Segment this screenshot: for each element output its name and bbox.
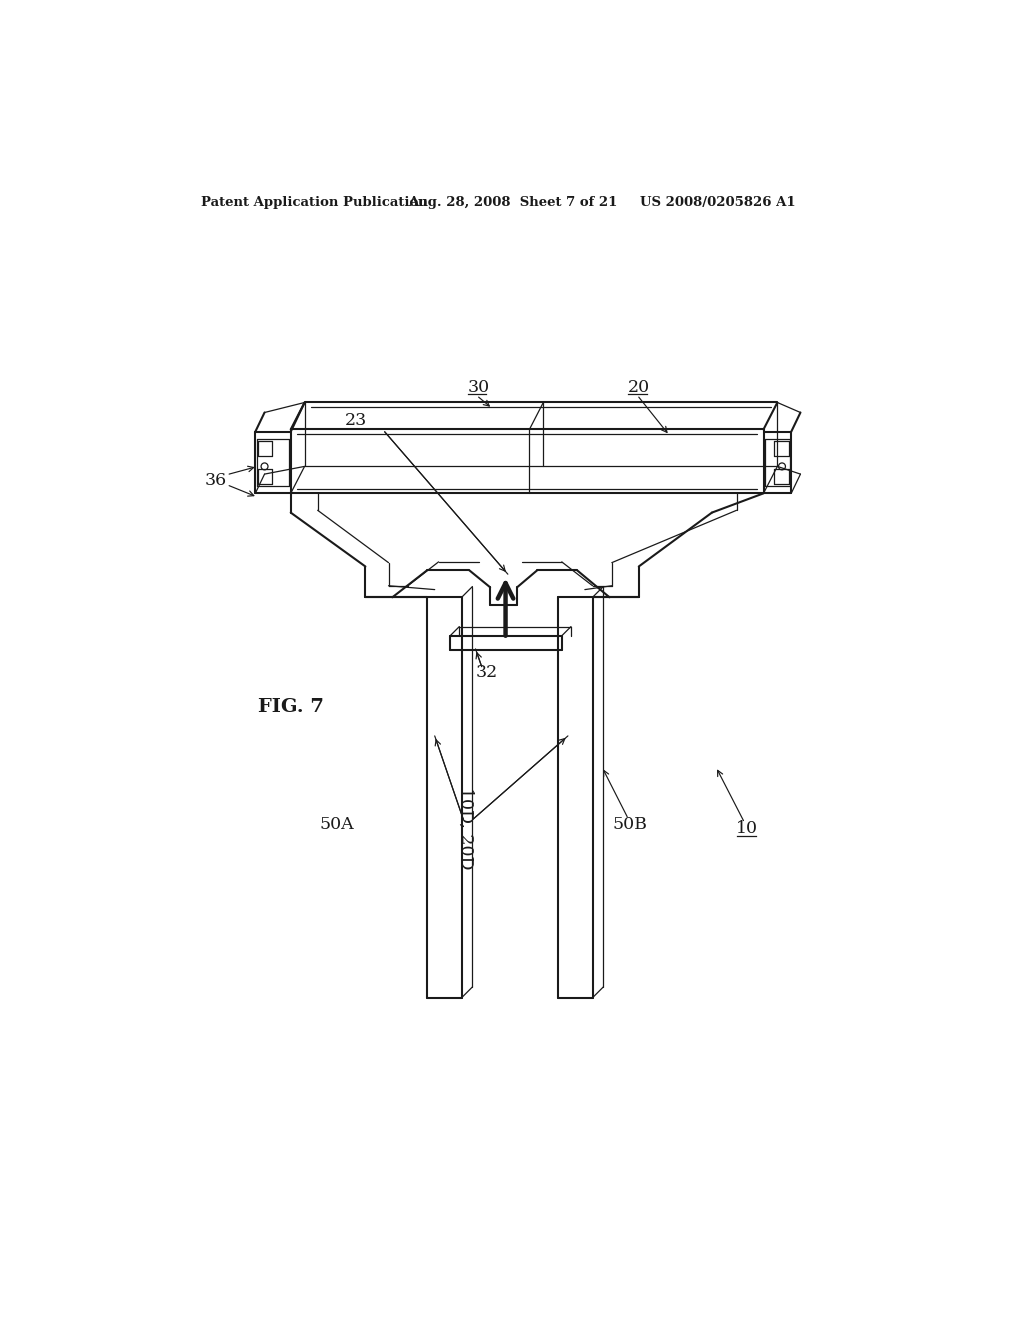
Text: Aug. 28, 2008  Sheet 7 of 21: Aug. 28, 2008 Sheet 7 of 21 (408, 195, 617, 209)
Text: 23: 23 (345, 412, 368, 429)
Text: 32: 32 (475, 664, 498, 681)
Text: 50A: 50A (319, 816, 354, 833)
Text: 10: 10 (735, 820, 758, 837)
Text: 36: 36 (204, 471, 226, 488)
Text: FIG. 7: FIG. 7 (258, 698, 324, 715)
Text: 50B: 50B (612, 816, 647, 833)
Text: 20: 20 (628, 379, 650, 396)
Text: 10D, 20D: 10D, 20D (457, 787, 474, 870)
Text: US 2008/0205826 A1: US 2008/0205826 A1 (640, 195, 796, 209)
Text: 30: 30 (468, 379, 489, 396)
Text: Patent Application Publication: Patent Application Publication (202, 195, 428, 209)
